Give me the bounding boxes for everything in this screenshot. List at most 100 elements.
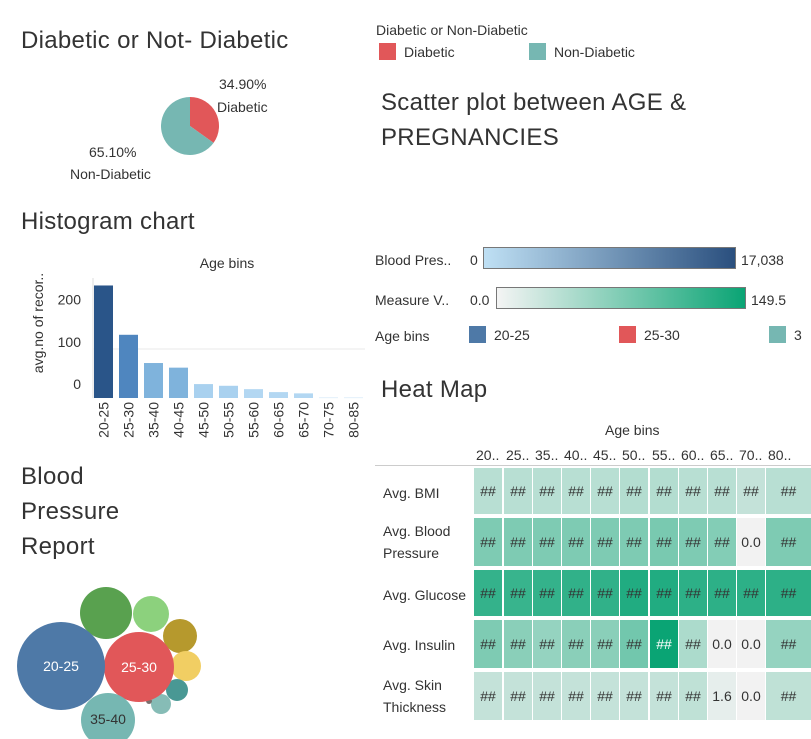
heatmap-cell[interactable]: ## bbox=[766, 518, 811, 566]
heatmap-cell[interactable]: ## bbox=[650, 570, 678, 616]
histogram-chart[interactable]: Age bins avg.no of recor.. 0 100 200 20-25… bbox=[20, 248, 370, 443]
heatmap-cell[interactable]: ## bbox=[591, 468, 619, 514]
histogram-xtick-label: 40-45 bbox=[171, 402, 187, 438]
heatmap-cell[interactable]: ## bbox=[620, 620, 648, 668]
heatmap-cell[interactable]: ## bbox=[504, 518, 532, 566]
heatmap-cell[interactable]: 0.0 bbox=[737, 620, 765, 668]
heatmap-cell[interactable]: ## bbox=[766, 570, 811, 616]
heatmap-cell[interactable]: ## bbox=[766, 672, 811, 720]
heatmap-cell[interactable]: ## bbox=[650, 672, 678, 720]
pie-slice-non-diabetic[interactable] bbox=[161, 97, 214, 155]
heatmap-cell[interactable]: ## bbox=[533, 620, 561, 668]
heatmap-cell[interactable]: ## bbox=[650, 518, 678, 566]
heatmap-header-divider bbox=[375, 465, 811, 466]
histogram-xtick-label: 25-30 bbox=[121, 402, 137, 438]
bubble-title-line1: Blood bbox=[21, 463, 84, 490]
heatmap-cell[interactable]: ## bbox=[737, 468, 765, 514]
histogram-xtick-label: 20-25 bbox=[96, 402, 112, 438]
heatmap-cell[interactable]: ## bbox=[591, 570, 619, 616]
heatmap-cell[interactable]: ## bbox=[591, 672, 619, 720]
heatmap-cell[interactable]: ## bbox=[504, 570, 532, 616]
heatmap-cell[interactable]: ## bbox=[591, 620, 619, 668]
heatmap-cell[interactable]: ## bbox=[562, 570, 590, 616]
heatmap-cell[interactable]: ## bbox=[708, 518, 736, 566]
heatmap-cell[interactable]: ## bbox=[708, 570, 736, 616]
histogram-bar-65-70[interactable] bbox=[294, 393, 313, 398]
heatmap-cell[interactable]: ## bbox=[737, 570, 765, 616]
bp-color-ramp bbox=[483, 247, 736, 269]
legend-item-diabetic[interactable]: Diabetic bbox=[379, 43, 455, 60]
heatmap-cell[interactable]: ## bbox=[474, 570, 502, 616]
heatmap-row-label: Avg. BMI bbox=[383, 485, 440, 501]
heatmap-cell[interactable]: 0.0 bbox=[737, 672, 765, 720]
heatmap-cell[interactable]: ## bbox=[562, 620, 590, 668]
heatmap-col-label: 35.. bbox=[535, 447, 559, 463]
agebins-label-25-30: 25-30 bbox=[644, 326, 680, 343]
bubble-chart[interactable]: 20-25 25-30 35-40 bbox=[0, 585, 220, 739]
heatmap-cell[interactable]: 0.0 bbox=[708, 620, 736, 668]
heatmap-cell[interactable]: ## bbox=[562, 672, 590, 720]
histogram-bar-45-50[interactable] bbox=[194, 384, 213, 398]
heatmap-cell[interactable]: ## bbox=[562, 468, 590, 514]
histogram-bar-80-85[interactable] bbox=[344, 397, 363, 399]
heatmap-cell[interactable]: ## bbox=[474, 672, 502, 720]
heatmap-cell[interactable]: ## bbox=[620, 672, 648, 720]
heatmap-cell[interactable]: ## bbox=[766, 620, 811, 668]
histogram-x-title: Age bins bbox=[200, 255, 254, 271]
heatmap-cell[interactable]: ## bbox=[533, 468, 561, 514]
heatmap-cell[interactable]: ## bbox=[474, 518, 502, 566]
heatmap-cell[interactable]: ## bbox=[533, 518, 561, 566]
histogram-ytick-label: 100 bbox=[58, 334, 82, 350]
histogram-xtick-label: 70-75 bbox=[321, 402, 337, 438]
heatmap-cell[interactable]: ## bbox=[766, 468, 811, 514]
heatmap-cell[interactable]: ## bbox=[650, 468, 678, 514]
bubble-label-35-40: 35-40 bbox=[90, 711, 126, 727]
heatmap-cell[interactable]: ## bbox=[620, 518, 648, 566]
heatmap-cell[interactable]: ## bbox=[504, 672, 532, 720]
agebins-label-3: 3 bbox=[794, 326, 802, 343]
agebins-legend-item-3[interactable]: 3 bbox=[769, 326, 811, 343]
heatmap-cell[interactable]: ## bbox=[504, 620, 532, 668]
histogram-bar-55-60[interactable] bbox=[244, 389, 263, 398]
legend-swatch-nondiabetic bbox=[529, 43, 546, 60]
heatmap-col-label: 50.. bbox=[622, 447, 646, 463]
heatmap-cell[interactable]: 1.6 bbox=[708, 672, 736, 720]
bubble-teal bbox=[166, 679, 188, 701]
heatmap-cell[interactable]: ## bbox=[591, 518, 619, 566]
bubble-yellow bbox=[171, 651, 201, 681]
heatmap-cell[interactable]: ## bbox=[533, 570, 561, 616]
heatmap-cell[interactable]: 0.0 bbox=[737, 518, 765, 566]
heatmap-cell[interactable]: ## bbox=[474, 468, 502, 514]
heatmap-cell[interactable]: ## bbox=[708, 468, 736, 514]
heatmap-cell[interactable]: ## bbox=[533, 672, 561, 720]
heatmap-cell[interactable]: ## bbox=[474, 620, 502, 668]
agebins-swatch-20-25 bbox=[469, 326, 486, 343]
histogram-bar-35-40[interactable] bbox=[144, 363, 163, 398]
histogram-xtick-label: 50-55 bbox=[221, 402, 237, 438]
heatmap-cell[interactable]: ## bbox=[504, 468, 532, 514]
histogram-bar-25-30[interactable] bbox=[119, 334, 138, 398]
heatmap-cell[interactable]: ## bbox=[679, 672, 707, 720]
agebins-legend-item-20-25[interactable]: 20-25 bbox=[469, 326, 530, 343]
pie-chart[interactable] bbox=[150, 90, 230, 170]
heatmap-cell[interactable]: ## bbox=[679, 518, 707, 566]
heatmap-cell[interactable]: ## bbox=[562, 518, 590, 566]
histogram-bar-40-45[interactable] bbox=[169, 367, 188, 398]
histogram-bar-60-65[interactable] bbox=[269, 392, 288, 398]
bubble-label-25-30: 25-30 bbox=[121, 659, 157, 675]
histogram-bar-50-55[interactable] bbox=[219, 385, 238, 398]
heatmap-cell[interactable]: ## bbox=[679, 570, 707, 616]
histogram-bar-70-75[interactable] bbox=[319, 397, 338, 399]
heatmap-cell[interactable]: ## bbox=[620, 570, 648, 616]
pie-slice-diabetic[interactable] bbox=[190, 97, 219, 143]
histogram-xtick-label: 55-60 bbox=[246, 402, 262, 438]
heatmap-cell[interactable]: ## bbox=[620, 468, 648, 514]
heatmap-cell[interactable]: ## bbox=[679, 468, 707, 514]
bubble-title-line3: Report bbox=[21, 533, 95, 560]
heatmap-cell[interactable]: ## bbox=[650, 620, 678, 668]
legend-item-nondiabetic[interactable]: Non-Diabetic bbox=[529, 43, 635, 60]
heatmap-cell[interactable]: ## bbox=[679, 620, 707, 668]
agebins-legend-item-25-30[interactable]: 25-30 bbox=[619, 326, 680, 343]
heatmap-row-label: Avg. Blood Pressure bbox=[383, 523, 451, 561]
histogram-bar-20-25[interactable] bbox=[94, 285, 113, 398]
